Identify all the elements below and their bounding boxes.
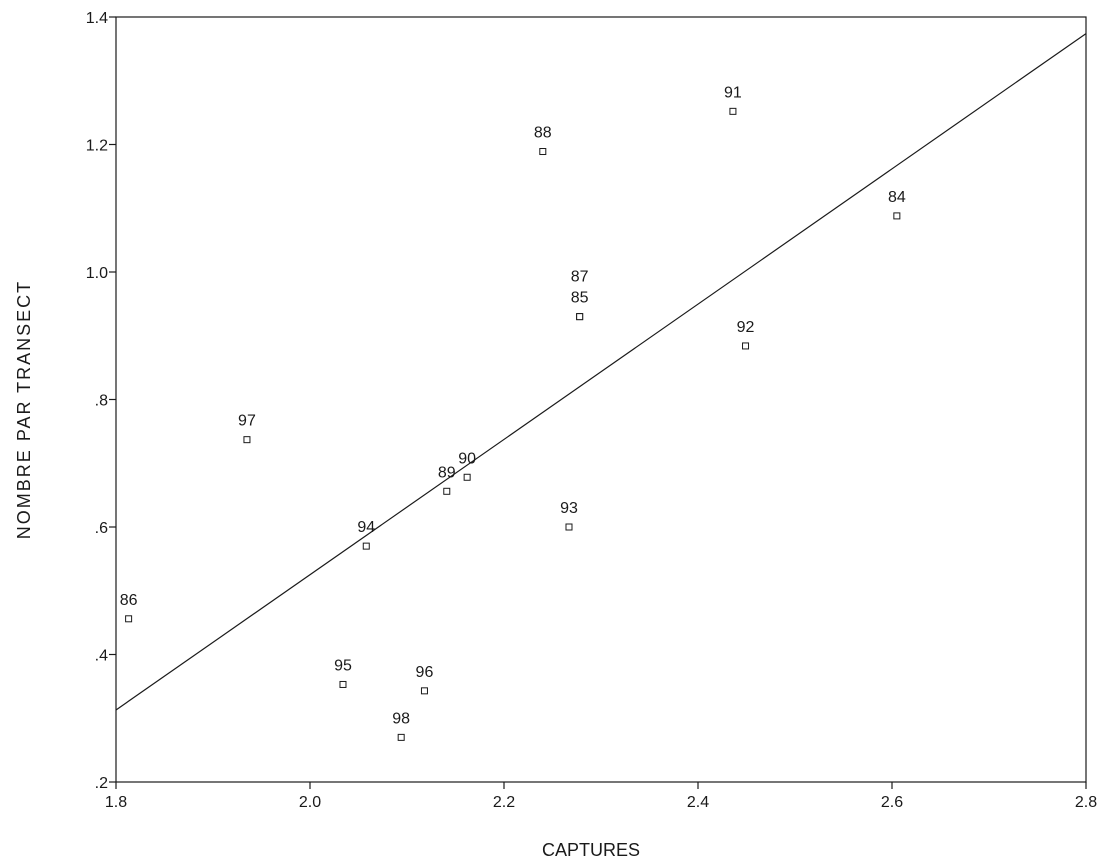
x-axis-title: CAPTURES bbox=[542, 840, 640, 860]
data-point-97 bbox=[243, 436, 251, 444]
data-point-90 bbox=[463, 473, 471, 481]
y-tick-label: 1.4 bbox=[86, 10, 108, 27]
y-tick-label: 1.2 bbox=[86, 138, 108, 155]
plot-area bbox=[115, 16, 1087, 783]
point-label-84: 84 bbox=[888, 189, 906, 206]
point-label-96: 96 bbox=[416, 664, 434, 681]
point-label-87: 87 bbox=[571, 269, 589, 286]
data-point-92 bbox=[742, 342, 750, 350]
data-point-84 bbox=[893, 212, 901, 220]
point-label-92: 92 bbox=[737, 319, 755, 336]
point-label-89: 89 bbox=[438, 464, 456, 481]
point-label-85: 85 bbox=[571, 290, 589, 307]
data-point-87 bbox=[576, 313, 584, 321]
y-tick-label: .8 bbox=[95, 393, 108, 410]
regression-line bbox=[115, 33, 1087, 711]
x-tick-label: 2.4 bbox=[687, 794, 709, 811]
x-tick-label: 2.0 bbox=[299, 794, 321, 811]
point-label-91: 91 bbox=[724, 84, 742, 101]
point-label-98: 98 bbox=[392, 710, 410, 727]
data-point-88 bbox=[539, 148, 547, 156]
data-point-98 bbox=[397, 733, 405, 741]
x-tick-label: 1.8 bbox=[105, 794, 127, 811]
x-axis: 1.8 2.0 2.2 2.4 2.6 2.8 bbox=[105, 782, 1097, 811]
y-axis: .2 .4 .6 .8 1.0 1.2 1.4 bbox=[86, 10, 116, 792]
x-tick-label: 2.2 bbox=[493, 794, 515, 811]
point-label-94: 94 bbox=[357, 519, 375, 536]
point-label-95: 95 bbox=[334, 657, 352, 674]
point-label-90: 90 bbox=[458, 450, 476, 467]
data-point-89 bbox=[443, 487, 451, 495]
point-label-97: 97 bbox=[238, 413, 256, 430]
point-label-86: 86 bbox=[120, 592, 138, 609]
y-tick-label: .4 bbox=[95, 648, 108, 665]
y-tick-label: .2 bbox=[95, 775, 108, 792]
x-tick-label: 2.8 bbox=[1075, 794, 1097, 811]
y-tick-label: .6 bbox=[95, 520, 108, 537]
point-label-93: 93 bbox=[560, 500, 578, 517]
data-point-93 bbox=[565, 523, 573, 531]
point-label-88: 88 bbox=[534, 125, 552, 142]
y-tick-label: 1.0 bbox=[86, 265, 108, 282]
x-tick-label: 2.6 bbox=[881, 794, 903, 811]
plot-frame bbox=[115, 16, 1087, 783]
data-point-94 bbox=[362, 542, 370, 550]
data-point-95 bbox=[339, 680, 347, 688]
y-axis-title: NOMBRE PAR TRANSECT bbox=[14, 280, 34, 539]
data-point-96 bbox=[420, 687, 428, 695]
regression-line-group bbox=[115, 33, 1087, 711]
data-point-86 bbox=[125, 615, 133, 623]
data-point-91 bbox=[729, 107, 737, 115]
